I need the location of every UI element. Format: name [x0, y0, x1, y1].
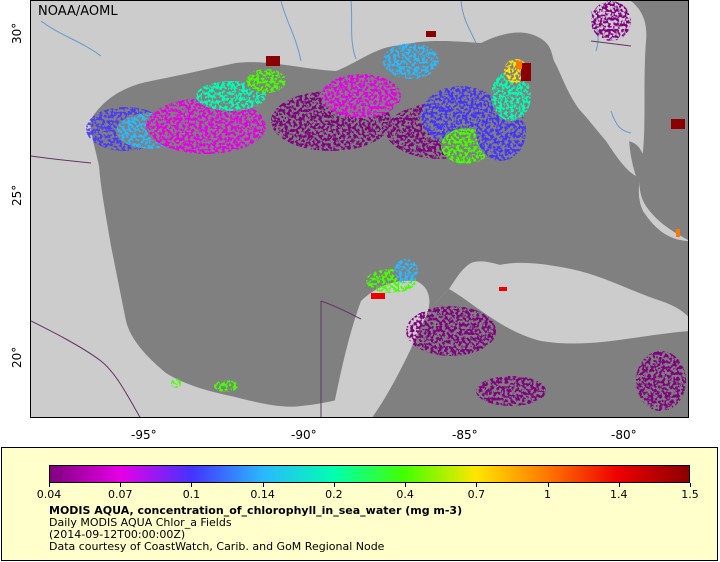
x-tick-label: -95°: [131, 428, 157, 442]
colorbar-tickmark: [476, 483, 478, 487]
colorbar-tick-label: 0.7: [467, 488, 486, 501]
legend-title: MODIS AQUA, concentration_of_chlorophyll…: [49, 504, 463, 517]
high-chlorophyll-coastal: [266, 31, 685, 299]
x-tick-label: -85°: [452, 428, 478, 442]
y-tick-label: 20°: [10, 346, 24, 368]
colorbar-tick-label: 1: [544, 488, 552, 501]
chlorophyll-overlay: [86, 1, 686, 411]
colorbar: [49, 465, 690, 483]
atlantic-water: [631, 1, 688, 240]
colorbar-tick-label: 1.5: [681, 488, 699, 501]
colorbar-tickmark: [618, 483, 620, 487]
credit-label: NOAA/AOML: [38, 4, 118, 19]
y-tick-label: 25°: [10, 184, 24, 206]
colorbar-tickmark: [547, 483, 549, 487]
y-tick-label: 30°: [10, 22, 24, 44]
colorbar-tick-label: 0.07: [107, 488, 133, 501]
borders: [31, 40, 632, 417]
colorbar-tick-label: 0.04: [36, 488, 62, 501]
cuba-island: [486, 262, 688, 331]
colorbar-tickmark: [262, 483, 264, 487]
chlorophyll-map[interactable]: [31, 1, 689, 418]
florida-peninsula: [551, 1, 651, 176]
legend-panel: MODIS AQUA, concentration_of_chlorophyll…: [1, 447, 718, 561]
legend-subtitle: Daily MODIS AQUA Chlor_a Fields: [49, 516, 232, 529]
colorbar-tickmark: [405, 483, 407, 487]
legend-courtesy: Data courtesy of CoastWatch, Carib. and …: [49, 540, 385, 553]
colorbar-tick-label: 1.4: [610, 488, 628, 501]
colorbar-tick-label: 0.2: [325, 488, 343, 501]
colorbar-tickmark: [49, 483, 50, 487]
colorbar-tickmark: [191, 483, 193, 487]
colorbar-tick-label: 0.1: [182, 488, 201, 501]
legend-date: (2014-09-12T00:00:00Z): [49, 528, 186, 541]
colorbar-tickmark: [690, 483, 691, 487]
colorbar-tick-label: 0.4: [396, 488, 414, 501]
x-tick-label: -80°: [611, 428, 637, 442]
legend-text: MODIS AQUA, concentration_of_chlorophyll…: [49, 505, 462, 553]
x-tick-label: -90°: [291, 428, 317, 442]
yucatan-peninsula: [331, 280, 430, 417]
map-frame[interactable]: NOAA/AOML: [30, 0, 689, 418]
colorbar-tickmark: [120, 483, 122, 487]
colorbar-tickmark: [333, 483, 335, 487]
colorbar-tick-label: 0.14: [250, 488, 275, 501]
